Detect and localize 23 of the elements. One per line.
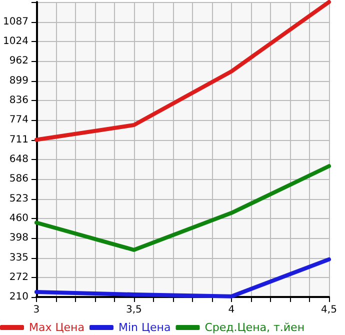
y-tick-label: 899 [9, 75, 28, 86]
y-tick-label: 460 [9, 213, 28, 224]
y-tick-label: 1087 [2, 16, 28, 28]
x-tick-label: 4,5 [321, 304, 337, 316]
y-tick-label: 648 [9, 154, 28, 166]
y-tick-label: 962 [9, 56, 28, 66]
y-tick-label: 1024 [2, 36, 28, 48]
y-tick-label: 398 [9, 232, 28, 244]
x-tick-label: 4 [228, 304, 235, 316]
legend-label: Min Цена [118, 321, 171, 334]
y-tick-label: 210 [9, 292, 28, 302]
y-tick-label: 586 [9, 174, 28, 184]
y-tick-label: 836 [9, 95, 28, 106]
y-tick-label: 272 [9, 272, 28, 284]
y-tick-label: 335 [9, 252, 28, 264]
y-tick-label: 523 [9, 193, 28, 204]
line-series [34, 164, 331, 252]
y-tick-label: 774 [9, 114, 28, 126]
x-tick-label: 3 [33, 304, 40, 316]
y-tick-label: 711 [9, 134, 28, 146]
x-tick-label: 3,5 [126, 304, 142, 316]
legend-label: Max Цена [29, 321, 84, 334]
legend-label: Сред.Цена, т.йен [204, 321, 305, 334]
